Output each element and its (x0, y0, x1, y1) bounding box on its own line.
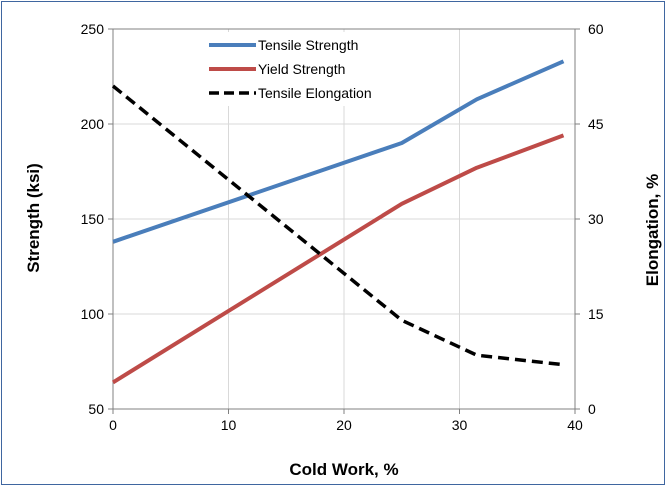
y2-tick-label: 45 (588, 116, 604, 132)
x-tick-label: 10 (221, 417, 237, 433)
series-layer (111, 59, 565, 385)
x-tick-label: 20 (336, 417, 352, 433)
legend: Tensile Strength Yield Strength Tensile El… (203, 32, 393, 106)
series-line-yield-strength (111, 133, 565, 385)
y2-tick-label: 30 (588, 211, 604, 227)
x-tick-label: 0 (109, 417, 117, 433)
y-axis-title: Strength (ksi) (24, 163, 43, 273)
series-line-tensile-elongation (111, 84, 564, 367)
x-tick-label: 40 (567, 417, 583, 433)
legend-label: Tensile Strength (258, 37, 358, 53)
y2-tick-label: 15 (588, 306, 604, 322)
legend-label: Yield Strength (258, 61, 345, 77)
y-tick-label: 50 (88, 401, 104, 417)
y-tick-label: 250 (81, 21, 105, 37)
y2-tick-label: 60 (588, 21, 604, 37)
x-axis-title: Cold Work, % (289, 460, 398, 479)
legend-label: Tensile Elongation (258, 85, 372, 101)
y-tick-label: 150 (81, 211, 105, 227)
y-tick-label: 200 (81, 116, 105, 132)
ticks-layer: 0 10 20 30 40 50 100 150 200 250 0 15 30 45 60 (81, 21, 604, 433)
y2-tick-label: 0 (588, 401, 596, 417)
y-tick-label: 100 (81, 306, 105, 322)
series-line-tensile-strength (112, 59, 565, 244)
x-tick-label: 30 (452, 417, 468, 433)
y2-axis-title: Elongation, % (643, 174, 662, 286)
